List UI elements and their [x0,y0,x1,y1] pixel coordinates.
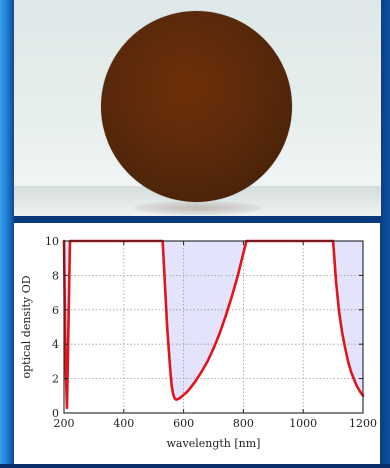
chart-panel: 200 400 600 800 1000 1200 0 2 4 6 8 10 wavelength [… [14,223,380,464]
x-tick-label: 600 [173,417,194,430]
x-tick-label: 1200 [349,417,377,430]
y-tick-label: 8 [52,269,59,282]
right-edge-glow [380,0,390,464]
filter-photo [14,0,381,216]
filter-disc [101,11,292,202]
od-curve [62,239,365,410]
x-tick-label: 800 [233,417,254,430]
plot-frame [63,240,364,414]
y-axis-label: optical density OD [20,275,33,378]
x-tick-label: 400 [113,417,134,430]
y-tick-label: 0 [52,407,59,420]
optical-density-chart: 200 400 600 800 1000 1200 0 2 4 6 8 10 wavelength [… [20,235,377,450]
left-edge-glow [0,0,14,464]
y-tick-label: 2 [52,373,59,386]
y-tick-label: 4 [52,338,59,351]
x-tick-label: 1000 [289,417,317,430]
x-axis-label: wavelength [nm] [167,437,261,450]
disc-reflection [134,201,262,215]
y-tick-label: 6 [52,304,59,317]
x-tick-label: 200 [54,417,75,430]
y-tick-label: 10 [45,235,59,248]
blocked-region-fill [64,241,363,408]
